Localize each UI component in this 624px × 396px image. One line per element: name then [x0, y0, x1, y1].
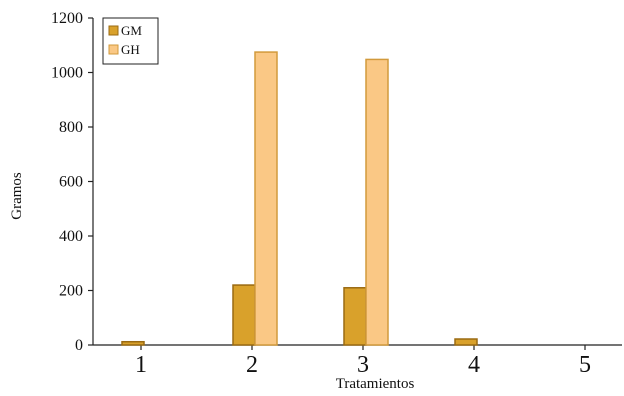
y-ticks: 0 200 400 600 800 1000 1200 [51, 10, 93, 354]
y-tick-label: 800 [59, 119, 83, 136]
x-tick-label: 2 [246, 352, 258, 378]
bars [121, 51, 478, 346]
y-tick-label: 1000 [51, 65, 83, 82]
x-tick-label: 5 [579, 352, 591, 378]
legend-label-gh: GH [121, 42, 140, 57]
y-axis-label: Gramos [9, 172, 25, 220]
x-tick-label: 3 [357, 352, 369, 378]
legend-box [102, 17, 159, 65]
bar-gm-4 [454, 338, 478, 346]
x-tick-label: 4 [468, 352, 480, 378]
legend: GM GH [102, 17, 159, 65]
x-axis-label: Tratamientos [336, 376, 415, 391]
bar-gh-2 [254, 51, 278, 346]
bar-gm-2 [232, 284, 256, 346]
legend-swatch-gm [108, 25, 119, 36]
bar-gm-3 [343, 287, 367, 346]
legend-swatch-gh [108, 44, 119, 55]
y-tick-label: 600 [59, 174, 83, 191]
y-tick-label: 200 [59, 283, 83, 300]
bar-gh-3 [365, 58, 389, 346]
x-tick-label: 1 [135, 352, 147, 378]
legend-label-gm: GM [121, 23, 142, 38]
bar-gm-1 [121, 340, 145, 346]
y-tick-label: 1200 [51, 10, 83, 27]
y-tick-label: 400 [59, 228, 83, 245]
y-tick-label: 0 [75, 337, 83, 354]
x-ticks: 1 2 3 4 5 [135, 345, 591, 378]
